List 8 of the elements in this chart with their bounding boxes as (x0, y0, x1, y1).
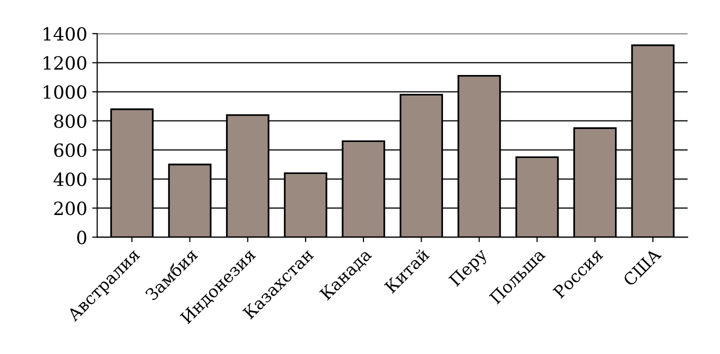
y-tick-label: 400 (54, 172, 86, 186)
y-tick-label: 0 (77, 230, 86, 244)
y-tick-label: 1200 (44, 56, 86, 70)
y-tick-label: 1000 (44, 85, 86, 99)
y-tick-label: 200 (54, 202, 86, 216)
y-tick-label: 1400 (44, 27, 86, 41)
y-tick-label: 600 (54, 143, 86, 158)
y-tick-label: 800 (54, 114, 86, 128)
